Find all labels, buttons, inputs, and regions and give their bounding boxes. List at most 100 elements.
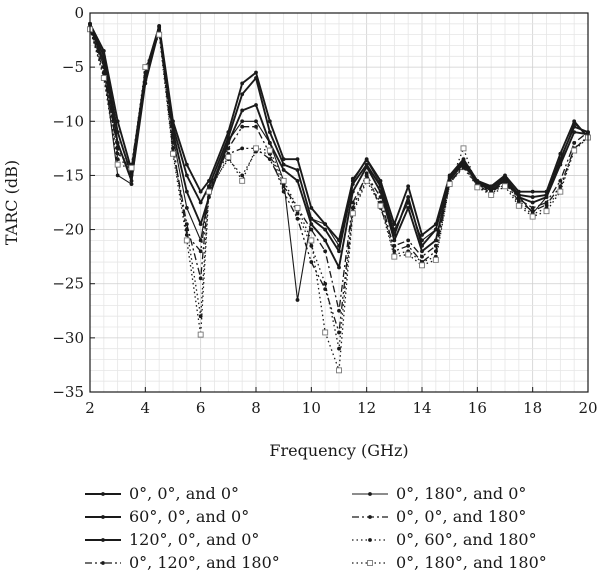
series-point-marker [240,81,245,86]
series-point-marker [433,227,438,232]
series-point-marker [309,216,314,221]
y-tick-label: −5 [62,58,84,76]
x-tick-label: 4 [141,399,151,417]
series-point-marker [323,249,328,254]
series-point-marker [198,189,203,194]
series-point-marker [253,145,259,152]
series-point-marker [420,233,424,237]
legend-label: 0°, 180°, and 0° [396,484,526,503]
series-point-marker [129,171,134,176]
x-tick-label: 20 [578,399,597,417]
legend-label: 0°, 120°, and 180° [129,553,280,572]
x-tick-label: 10 [302,399,321,417]
series-point-marker [240,108,245,113]
series-point-marker [198,314,203,319]
series-point-marker [101,538,105,542]
x-tick-label: 14 [412,399,431,417]
y-tick-label: −10 [52,112,84,130]
series-point-marker [350,200,355,205]
series-point-marker [295,168,300,172]
legend: 0°, 0°, and 0° 60°, 0°, and 0° 120°, 0°, a… [85,484,547,572]
series-point-marker [184,206,189,210]
series-point-marker [460,145,467,152]
legend-item: 0°, 0°, and 0° [85,484,239,503]
x-axis-label: Frequency (GHz) [269,441,408,460]
series-point-marker [502,183,508,190]
series-point-marker [184,189,189,194]
series-point-marker [368,538,372,542]
series-layer [87,21,591,374]
series-point-marker [309,206,314,210]
series-point-marker [446,181,453,188]
axis-ticks: 2 4 6 8 10 12 14 16 18 20 0 −5 −10 −15 −20 −25 −30 −35 [52,4,597,417]
series-point-marker [406,243,411,248]
series-point-marker [295,211,300,216]
series-point-marker [503,174,507,179]
series-point-marker [432,256,439,263]
y-tick-label: 0 [74,4,84,22]
x-tick-label: 2 [85,399,95,417]
series-point-marker [475,178,480,183]
series-point-marker [530,189,535,194]
legend-label: 0°, 60°, and 180° [396,530,537,549]
series-point-marker [368,492,372,496]
series-point-marker [516,194,521,198]
series-point-marker [101,65,106,70]
series-point-marker [406,184,411,189]
series-point-marker [433,249,438,254]
series-point-marker [323,222,328,227]
series-point-marker [183,237,190,244]
series-point-marker [530,200,535,205]
series-point-marker [337,243,341,248]
series-point-marker [420,254,424,259]
series-point-marker [557,188,564,195]
series-point-marker [295,298,300,302]
series-point-marker [571,147,578,154]
series-point-marker [128,164,135,171]
series-point-marker [198,200,203,205]
series-point-marker [254,103,258,107]
legend-item: 0°, 60°, and 180° [352,530,537,549]
series-point-marker [157,27,162,32]
series-point-marker [392,238,397,243]
series-point-marker [295,216,300,221]
series-point-marker [240,124,245,129]
series-point-marker [378,195,383,199]
series-point-marker [364,173,369,178]
series-point-marker [572,121,577,126]
series-point-marker [406,206,411,210]
series-point-marker [239,177,246,184]
series-point-marker [294,204,301,211]
series-point-marker [530,206,535,210]
series-point-marker [254,119,258,124]
series-point-marker [529,213,536,220]
series-point-marker [101,492,105,496]
series-point-marker [474,184,481,191]
series-point-marker [337,346,341,351]
series-point-marker [115,151,120,156]
series-point-marker [544,195,549,199]
series-point-marker [143,78,148,83]
series-point-marker [461,165,466,170]
series-point-marker [225,154,232,160]
series-point-marker [419,262,425,269]
series-point-marker [198,238,203,243]
x-tick-label: 18 [523,399,542,417]
series-point-marker [309,260,314,264]
series-point-marker [391,253,398,260]
legend-label: 0°, 0°, and 0° [129,484,239,503]
series-point-marker [558,160,563,165]
series-point-marker [254,76,258,80]
series-point-marker [364,164,369,169]
series-5 [88,21,590,302]
series-point-marker [198,276,203,281]
series-point-marker [337,249,341,254]
series-point-marker [114,161,121,168]
series-point-marker [115,173,120,178]
series-point-marker [240,119,245,124]
series-point-marker [101,561,105,565]
y-tick-label: −25 [52,275,84,293]
series-point-marker [129,182,134,186]
series-point-marker [267,119,272,124]
